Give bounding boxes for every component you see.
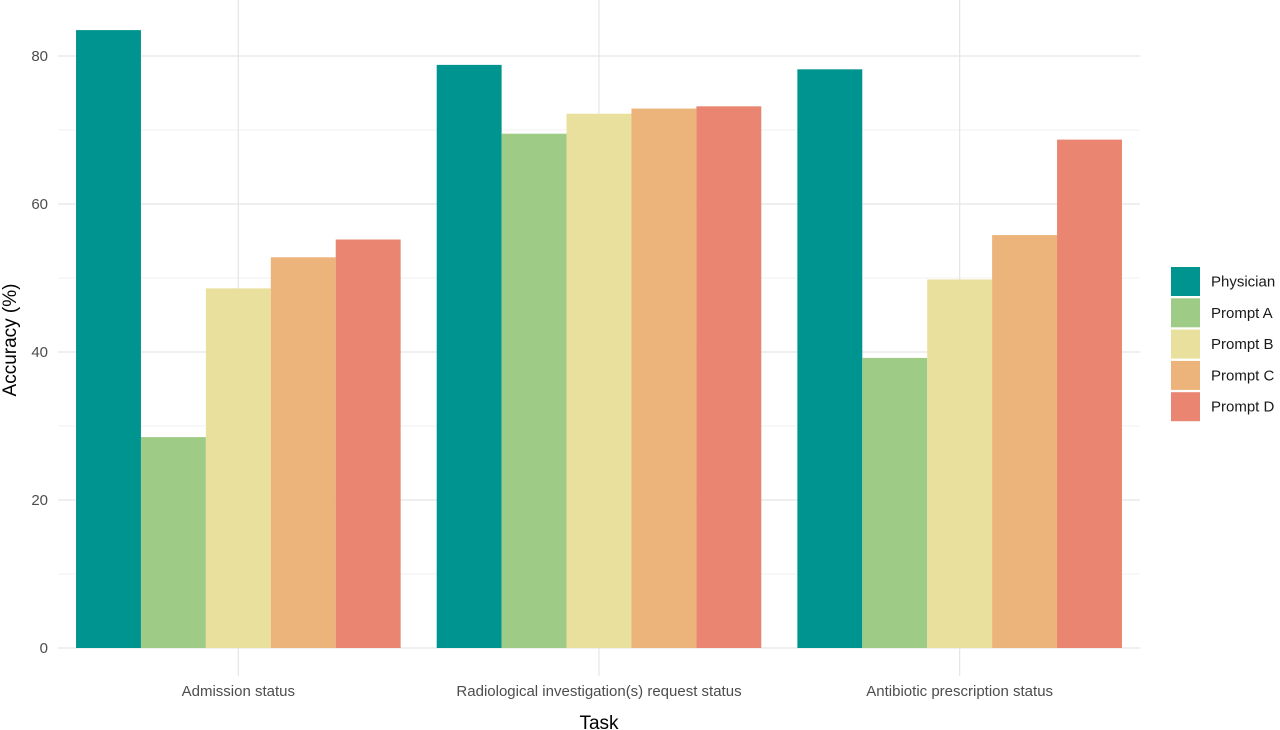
y-axis-title: Accuracy (%)	[0, 284, 21, 397]
x-axis-ticks: Admission status Radiological investigati…	[182, 683, 1053, 700]
bar-prompt-b	[927, 279, 993, 648]
y-tick-label: 40	[31, 344, 48, 361]
x-tick-label: Antibiotic prescription status	[866, 683, 1053, 700]
y-tick-label: 20	[31, 492, 48, 509]
legend-label: Prompt C	[1211, 367, 1275, 384]
x-axis-title: Task	[579, 713, 619, 730]
bar-prompt-a	[862, 357, 928, 648]
x-tick-label: Radiological investigation(s) request st…	[456, 683, 741, 700]
legend-label: Prompt B	[1211, 336, 1274, 353]
bar-prompt-b	[205, 288, 271, 648]
y-tick-label: 80	[31, 48, 48, 65]
legend: Physician Prompt A Prompt B Prompt C Prompt …	[1171, 267, 1275, 422]
bars	[76, 30, 1122, 649]
bar-prompt-d	[335, 239, 401, 648]
bar-physician	[76, 30, 141, 649]
bar-prompt-c	[270, 257, 336, 648]
bar-prompt-a	[501, 133, 567, 648]
bar-prompt-d	[1057, 139, 1122, 648]
legend-label: Prompt A	[1211, 305, 1273, 322]
y-tick-label: 0	[40, 640, 48, 657]
bar-prompt-b	[566, 113, 632, 649]
bar-physician	[797, 69, 863, 648]
bar-physician	[436, 64, 502, 648]
bar-prompt-a	[140, 437, 206, 648]
x-tick-label: Admission status	[182, 683, 295, 700]
y-axis-ticks: 0 20 40 60 80	[31, 48, 48, 657]
y-tick-label: 60	[31, 196, 48, 213]
legend-label: Prompt D	[1211, 399, 1275, 416]
legend-label: Physician	[1211, 274, 1275, 291]
legend-key	[1171, 360, 1200, 390]
legend-key	[1171, 392, 1200, 422]
bar-prompt-c	[631, 108, 697, 649]
legend-key	[1171, 298, 1200, 328]
bar-prompt-d	[696, 106, 762, 648]
legend-key	[1171, 329, 1200, 359]
bar-prompt-c	[992, 235, 1058, 648]
legend-key	[1171, 267, 1200, 296]
